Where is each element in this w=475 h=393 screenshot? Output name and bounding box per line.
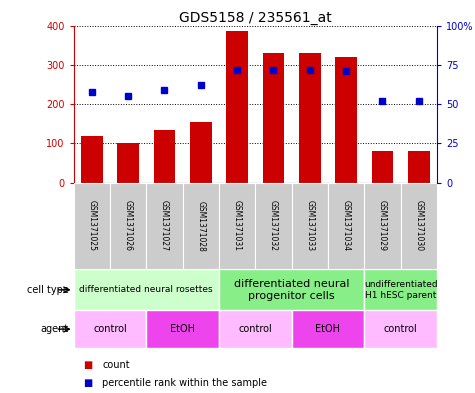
Text: GSM1371027: GSM1371027 [160, 200, 169, 252]
Text: control: control [93, 324, 127, 334]
Text: differentiated neural
progenitor cells: differentiated neural progenitor cells [234, 279, 350, 301]
Text: EtOH: EtOH [170, 324, 195, 334]
Bar [74, 269, 219, 310]
Text: agent: agent [41, 324, 69, 334]
Bar [364, 269, 437, 310]
Bar [292, 310, 364, 348]
Bar [74, 310, 146, 348]
Text: GSM1371032: GSM1371032 [269, 200, 278, 252]
Text: GSM1371026: GSM1371026 [124, 200, 133, 252]
Bar [328, 183, 364, 269]
Bar [400, 183, 437, 269]
Bar [219, 183, 256, 269]
Text: control: control [384, 324, 418, 334]
Bar [146, 183, 182, 269]
Bar [182, 183, 219, 269]
Bar [146, 310, 219, 348]
Text: EtOH: EtOH [315, 324, 341, 334]
Bar [110, 183, 146, 269]
Bar [219, 310, 292, 348]
Text: GSM1371031: GSM1371031 [233, 200, 242, 252]
Bar [263, 53, 285, 183]
Bar [335, 57, 357, 183]
Text: ■: ■ [83, 378, 92, 388]
Text: GSM1371030: GSM1371030 [414, 200, 423, 252]
Bar [364, 310, 437, 348]
Bar [364, 183, 400, 269]
Bar [117, 143, 139, 183]
Bar [81, 136, 103, 183]
Bar [226, 31, 248, 183]
Text: differentiated neural rosettes: differentiated neural rosettes [79, 285, 213, 294]
Bar [256, 183, 292, 269]
Bar [292, 183, 328, 269]
Text: GSM1371033: GSM1371033 [305, 200, 314, 252]
Text: percentile rank within the sample: percentile rank within the sample [102, 378, 267, 388]
Text: count: count [102, 360, 130, 371]
Bar [371, 151, 393, 183]
Bar [190, 122, 212, 183]
Bar [219, 269, 364, 310]
Bar [74, 183, 110, 269]
Text: GSM1371034: GSM1371034 [342, 200, 351, 252]
Text: cell type: cell type [27, 285, 69, 295]
Bar [408, 151, 430, 183]
Text: control: control [238, 324, 272, 334]
Bar [299, 53, 321, 183]
Text: undifferentiated
H1 hESC parent: undifferentiated H1 hESC parent [364, 280, 437, 299]
Bar [153, 130, 175, 183]
Text: ■: ■ [83, 360, 92, 371]
Text: GSM1371029: GSM1371029 [378, 200, 387, 252]
Text: GSM1371025: GSM1371025 [87, 200, 96, 252]
Text: GSM1371028: GSM1371028 [196, 200, 205, 252]
Title: GDS5158 / 235561_at: GDS5158 / 235561_at [179, 11, 332, 24]
